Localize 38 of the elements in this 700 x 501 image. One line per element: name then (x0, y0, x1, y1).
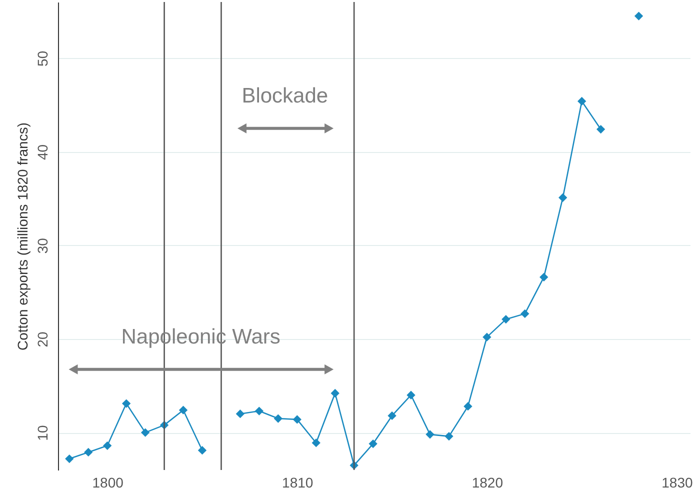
point (178, 406, 188, 414)
point (426, 430, 434, 439)
point (596, 124, 606, 134)
point (502, 314, 510, 324)
point (444, 432, 454, 441)
y-tick-label: 10 (34, 425, 50, 441)
y-tick-label: 40 (34, 144, 50, 160)
x-tick-label: 1800 (92, 474, 124, 490)
y-tick-label: 20 (34, 331, 50, 348)
point (274, 414, 282, 423)
point (65, 454, 74, 464)
point (368, 439, 378, 448)
x-tick-label: 1820 (472, 474, 504, 490)
point (482, 332, 492, 342)
point (577, 96, 586, 106)
y-tick-label: 50 (34, 50, 50, 66)
point (558, 193, 568, 202)
point (140, 428, 150, 437)
point (464, 402, 472, 411)
point (312, 438, 320, 448)
point (634, 12, 644, 20)
point (292, 415, 302, 424)
point (520, 309, 530, 318)
point (406, 390, 416, 400)
point (388, 411, 396, 420)
point (122, 399, 131, 408)
point (330, 388, 340, 398)
x-tick-label: 1830 (662, 474, 693, 490)
point (84, 448, 93, 457)
x-tick-label: 1810 (282, 474, 314, 490)
point (103, 441, 112, 450)
point (236, 410, 245, 418)
point (254, 406, 264, 416)
y-axis-title: Cotton exports (millions 1820 francs) (14, 122, 30, 350)
y-tick-label: 30 (34, 238, 50, 254)
annotation: Blockade (242, 84, 328, 108)
point (540, 272, 548, 282)
point (198, 446, 207, 455)
